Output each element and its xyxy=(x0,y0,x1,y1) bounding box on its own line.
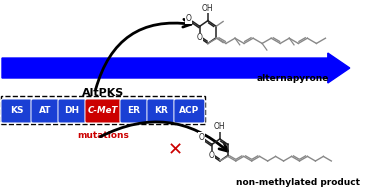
FancyArrow shape xyxy=(2,53,350,83)
Text: AT: AT xyxy=(39,106,51,115)
Bar xyxy=(1,96,205,124)
Text: O: O xyxy=(198,133,204,142)
Text: mutations: mutations xyxy=(77,131,129,140)
Text: non-methylated product: non-methylated product xyxy=(236,178,360,187)
Text: C-MeT: C-MeT xyxy=(88,106,118,115)
Text: O: O xyxy=(186,14,192,23)
Text: AltPKS: AltPKS xyxy=(82,88,124,98)
Text: ✕: ✕ xyxy=(167,141,182,159)
FancyBboxPatch shape xyxy=(58,99,86,123)
Text: alternapyrone: alternapyrone xyxy=(257,74,329,83)
Text: OH: OH xyxy=(202,4,214,13)
FancyBboxPatch shape xyxy=(1,99,32,123)
Text: DH: DH xyxy=(64,106,80,115)
Text: OH: OH xyxy=(214,122,226,132)
FancyBboxPatch shape xyxy=(85,99,121,123)
Text: KS: KS xyxy=(10,106,23,115)
FancyBboxPatch shape xyxy=(174,99,205,123)
Text: ACP: ACP xyxy=(179,106,199,115)
FancyBboxPatch shape xyxy=(147,99,175,123)
Text: ER: ER xyxy=(127,106,140,115)
Text: KR: KR xyxy=(154,106,168,115)
Text: O: O xyxy=(197,33,202,42)
FancyBboxPatch shape xyxy=(120,99,148,123)
FancyBboxPatch shape xyxy=(31,99,59,123)
Text: O: O xyxy=(209,151,215,160)
